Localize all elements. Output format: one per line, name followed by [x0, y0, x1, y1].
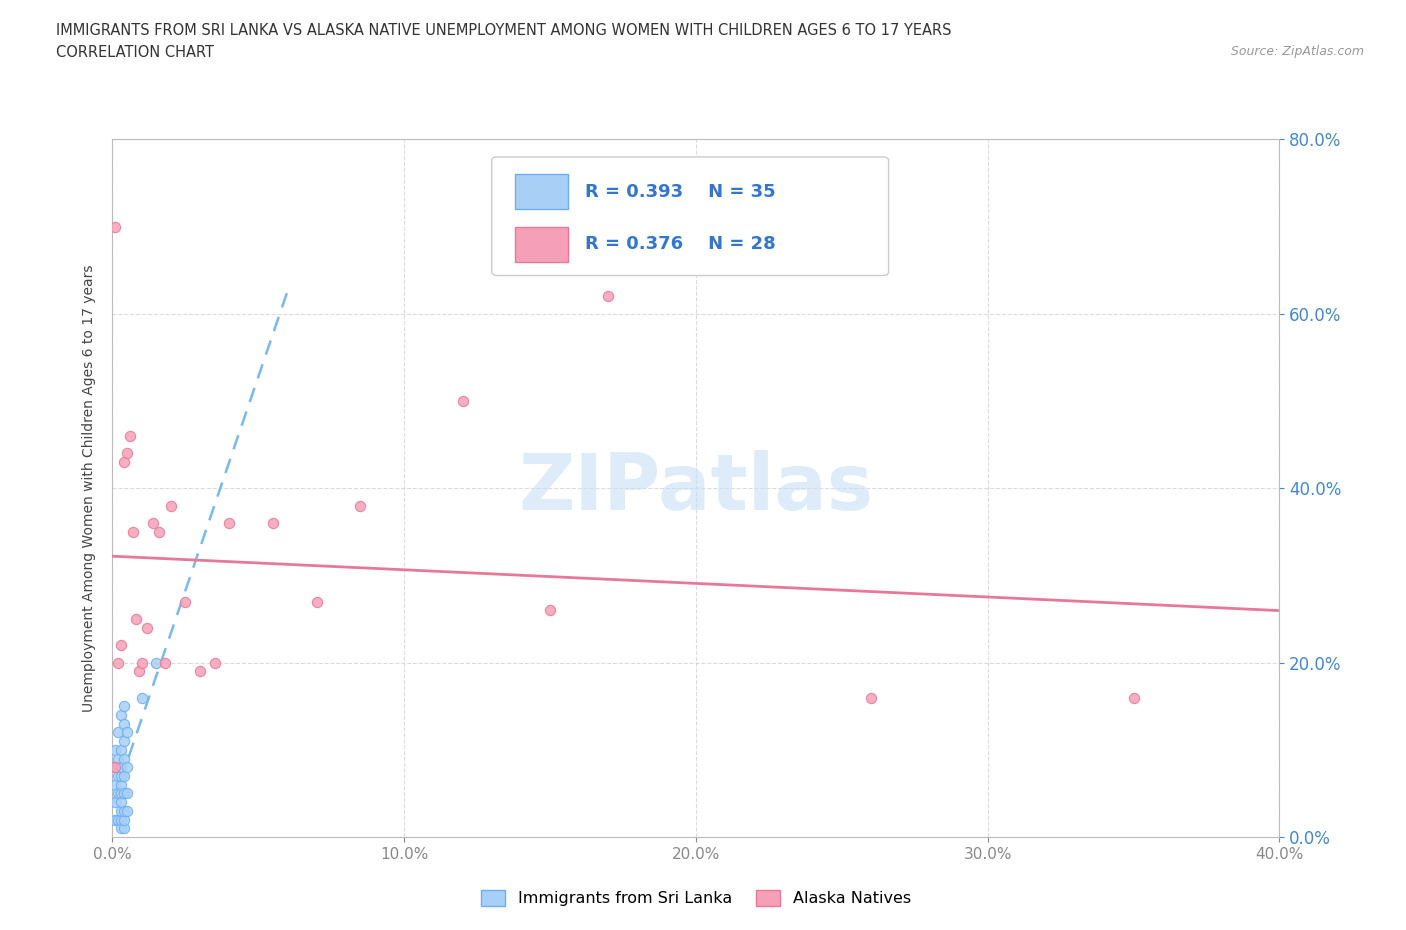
Point: [188, 664, 211, 679]
Text: IMMIGRANTS FROM SRI LANKA VS ALASKA NATIVE UNEMPLOYMENT AMONG WOMEN WITH CHILDRE: IMMIGRANTS FROM SRI LANKA VS ALASKA NATI…: [56, 23, 952, 38]
Text: Source: ZipAtlas.com: Source: ZipAtlas.com: [1230, 45, 1364, 58]
Point: [112, 734, 135, 749]
Point: [107, 812, 129, 827]
Point: [112, 751, 135, 766]
Point: [118, 429, 141, 444]
Point: [107, 655, 129, 670]
FancyBboxPatch shape: [515, 227, 568, 261]
Point: [110, 638, 132, 653]
Point: [1122, 690, 1144, 705]
Point: [110, 742, 132, 757]
Point: [112, 455, 135, 470]
Point: [110, 708, 132, 723]
Point: [128, 664, 150, 679]
FancyBboxPatch shape: [515, 175, 568, 209]
Point: [107, 768, 129, 783]
Point: [110, 812, 132, 827]
Point: [110, 768, 132, 783]
Point: [110, 821, 132, 836]
Y-axis label: Unemployment Among Women with Children Ages 6 to 17 years: Unemployment Among Women with Children A…: [82, 264, 96, 712]
Point: [204, 655, 226, 670]
Text: CORRELATION CHART: CORRELATION CHART: [56, 45, 214, 60]
Point: [174, 594, 197, 609]
Point: [598, 289, 620, 304]
Point: [538, 603, 561, 618]
Text: ZIPatlas: ZIPatlas: [519, 450, 873, 526]
Text: R = 0.376    N = 28: R = 0.376 N = 28: [585, 235, 776, 253]
Point: [104, 777, 127, 792]
Point: [104, 812, 127, 827]
Point: [142, 515, 165, 530]
Point: [115, 786, 138, 801]
Point: [859, 690, 883, 705]
Text: R = 0.393    N = 35: R = 0.393 N = 35: [585, 183, 776, 201]
Point: [349, 498, 371, 513]
Point: [104, 742, 127, 757]
Point: [107, 751, 129, 766]
Point: [112, 812, 135, 827]
Point: [112, 821, 135, 836]
Point: [112, 804, 135, 818]
FancyBboxPatch shape: [492, 157, 889, 275]
Point: [104, 760, 127, 775]
Point: [160, 498, 183, 513]
Point: [115, 446, 138, 461]
Point: [110, 760, 132, 775]
Point: [305, 594, 328, 609]
Point: [131, 690, 153, 705]
Point: [125, 612, 148, 627]
Point: [110, 786, 132, 801]
Point: [262, 515, 284, 530]
Point: [107, 786, 129, 801]
Point: [153, 655, 176, 670]
Point: [112, 698, 135, 713]
Point: [104, 794, 127, 809]
Point: [131, 655, 153, 670]
Point: [112, 768, 135, 783]
Point: [115, 725, 138, 740]
Point: [115, 760, 138, 775]
Point: [110, 804, 132, 818]
Point: [145, 655, 167, 670]
Point: [104, 760, 127, 775]
Point: [136, 620, 159, 635]
Point: [107, 725, 129, 740]
Point: [148, 525, 170, 539]
Point: [110, 777, 132, 792]
Point: [122, 525, 145, 539]
Point: [112, 786, 135, 801]
Point: [451, 393, 474, 408]
Point: [104, 219, 127, 234]
Legend: Immigrants from Sri Lanka, Alaska Natives: Immigrants from Sri Lanka, Alaska Native…: [475, 884, 917, 912]
Point: [218, 515, 240, 530]
Point: [110, 794, 132, 809]
Point: [115, 804, 138, 818]
Point: [112, 716, 135, 731]
